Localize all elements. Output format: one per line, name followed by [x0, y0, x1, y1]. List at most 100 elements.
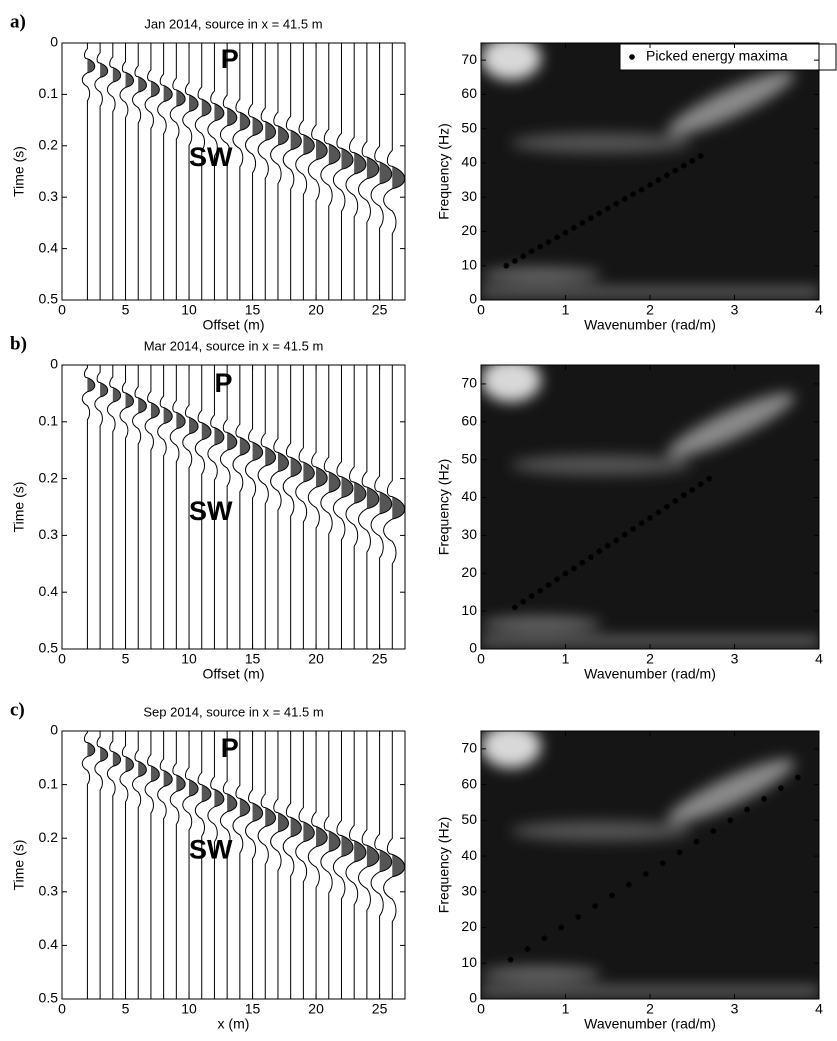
annotation: P	[221, 44, 239, 74]
trace-lobe	[341, 476, 354, 498]
trace	[144, 731, 160, 999]
trace-lobe	[214, 789, 224, 807]
energy-blob	[481, 616, 601, 632]
picked-point	[621, 531, 628, 538]
trace	[131, 731, 147, 999]
y-tick-label: 0.1	[39, 413, 59, 429]
y-tick-label: 0.2	[39, 829, 59, 845]
trace-lobe	[138, 761, 147, 777]
trace-lobe	[392, 166, 405, 189]
y-tick-label: 70	[461, 375, 477, 391]
x-tick-label: 3	[731, 1001, 739, 1017]
trace	[194, 731, 212, 999]
trace-lobe	[354, 840, 366, 862]
energy-blob	[481, 267, 601, 283]
y-tick-label: 0	[50, 356, 58, 372]
trace	[144, 43, 160, 300]
picked-point	[689, 157, 696, 164]
picked-point	[554, 234, 561, 241]
x-tick-label: 4	[815, 302, 823, 318]
trace	[332, 43, 354, 300]
picked-point	[541, 935, 548, 942]
y-axis-label: Frequency (Hz)	[436, 459, 452, 555]
trace-lobe	[252, 442, 263, 461]
panel: P SW Jan 2014, source in x = 41.5 m a) 0 5 10 1…	[10, 11, 406, 333]
trace	[332, 365, 354, 649]
trace-lobe	[328, 471, 341, 493]
trace	[245, 365, 264, 649]
y-tick-label: 0.3	[39, 526, 59, 542]
picked-point	[596, 210, 603, 217]
trace	[157, 365, 173, 649]
trace	[345, 731, 367, 999]
x-tick-label: 10	[181, 651, 197, 667]
trace-lobe	[189, 94, 199, 112]
trace	[345, 365, 367, 649]
y-tick-label: 0.5	[39, 990, 59, 1006]
trace-lobe	[354, 152, 366, 175]
x-tick-label: 20	[308, 1001, 324, 1017]
trace-lobe	[392, 496, 405, 520]
trace	[232, 731, 251, 999]
trace	[131, 43, 147, 300]
trace	[295, 43, 315, 300]
trace	[169, 365, 186, 649]
energy-blob	[481, 43, 541, 80]
x-tick-label: 2	[646, 1001, 654, 1017]
y-tick-label: 60	[461, 775, 477, 791]
y-tick-label: 10	[461, 256, 477, 272]
y-tick-label: 20	[461, 564, 477, 580]
picked-point	[638, 520, 645, 527]
trace	[144, 365, 160, 649]
x-tick-label: 1	[562, 1001, 570, 1017]
picked-point	[592, 903, 599, 910]
picked-point	[672, 497, 679, 504]
y-tick-label: 70	[461, 740, 477, 756]
energy-blob	[481, 966, 601, 982]
trace	[257, 365, 277, 649]
y-axis-label: Time (s)	[11, 482, 27, 533]
annotation: SW	[189, 496, 233, 526]
trace	[383, 43, 406, 300]
picked-point	[558, 924, 565, 931]
y-tick-label: 0.5	[39, 291, 59, 307]
x-axis-label: Offset (m)	[203, 666, 265, 682]
trace	[358, 365, 380, 649]
x-tick-label: 4	[815, 1001, 823, 1017]
energy-blob	[481, 365, 541, 402]
picked-point	[630, 191, 637, 198]
y-tick-label: 0	[469, 640, 477, 656]
trace-lobe	[150, 765, 160, 782]
picked-point	[655, 509, 662, 516]
y-tick-label: 0.5	[39, 640, 59, 656]
trace-lobe	[366, 157, 379, 179]
picked-point	[608, 892, 615, 899]
picked-point	[777, 785, 784, 792]
y-axis-label: Frequency (Hz)	[436, 817, 452, 913]
picked-point	[680, 492, 687, 499]
y-tick-label: 60	[461, 413, 477, 429]
trace	[81, 43, 96, 300]
trace	[182, 731, 199, 999]
trace	[257, 43, 277, 300]
trace-lobe	[214, 427, 224, 445]
trace-lobe	[252, 802, 263, 822]
trace-lobe	[227, 793, 237, 812]
y-tick-label: 50	[461, 811, 477, 827]
trace	[295, 731, 315, 999]
trace	[106, 365, 122, 649]
y-tick-label: 0	[469, 291, 477, 307]
picked-point	[503, 262, 510, 269]
trace	[282, 731, 302, 999]
energy-blob	[667, 758, 795, 824]
trace	[194, 365, 212, 649]
y-tick-label: 0.4	[39, 239, 59, 255]
picked-point	[537, 243, 544, 250]
picked-point	[579, 559, 586, 566]
trace-lobe	[316, 826, 328, 847]
trace-lobe	[341, 148, 354, 170]
trace-lobe	[176, 89, 186, 107]
trace-lobe	[87, 742, 95, 757]
